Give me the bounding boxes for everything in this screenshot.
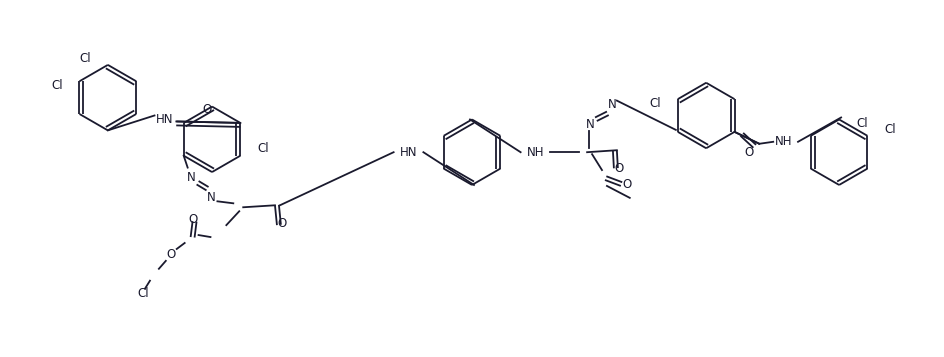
- Text: O: O: [188, 213, 197, 226]
- Text: HN: HN: [156, 113, 173, 126]
- Text: Cl: Cl: [51, 79, 62, 92]
- Text: O: O: [166, 248, 176, 261]
- Text: NH: NH: [774, 135, 792, 148]
- Text: Cl: Cl: [885, 124, 896, 136]
- Text: O: O: [203, 103, 212, 116]
- Text: N: N: [207, 191, 216, 204]
- Text: NH: NH: [527, 146, 545, 159]
- Text: O: O: [623, 178, 632, 191]
- Text: N: N: [608, 98, 616, 111]
- Text: Cl: Cl: [649, 97, 661, 110]
- Text: O: O: [278, 217, 287, 230]
- Text: Cl: Cl: [856, 117, 868, 130]
- Text: Cl: Cl: [258, 142, 269, 155]
- Text: N: N: [585, 118, 595, 131]
- Text: Cl: Cl: [137, 287, 149, 300]
- Text: O: O: [744, 146, 753, 159]
- Text: O: O: [615, 162, 623, 175]
- Text: Cl: Cl: [79, 52, 91, 65]
- Text: N: N: [187, 171, 196, 184]
- Text: HN: HN: [399, 146, 417, 159]
